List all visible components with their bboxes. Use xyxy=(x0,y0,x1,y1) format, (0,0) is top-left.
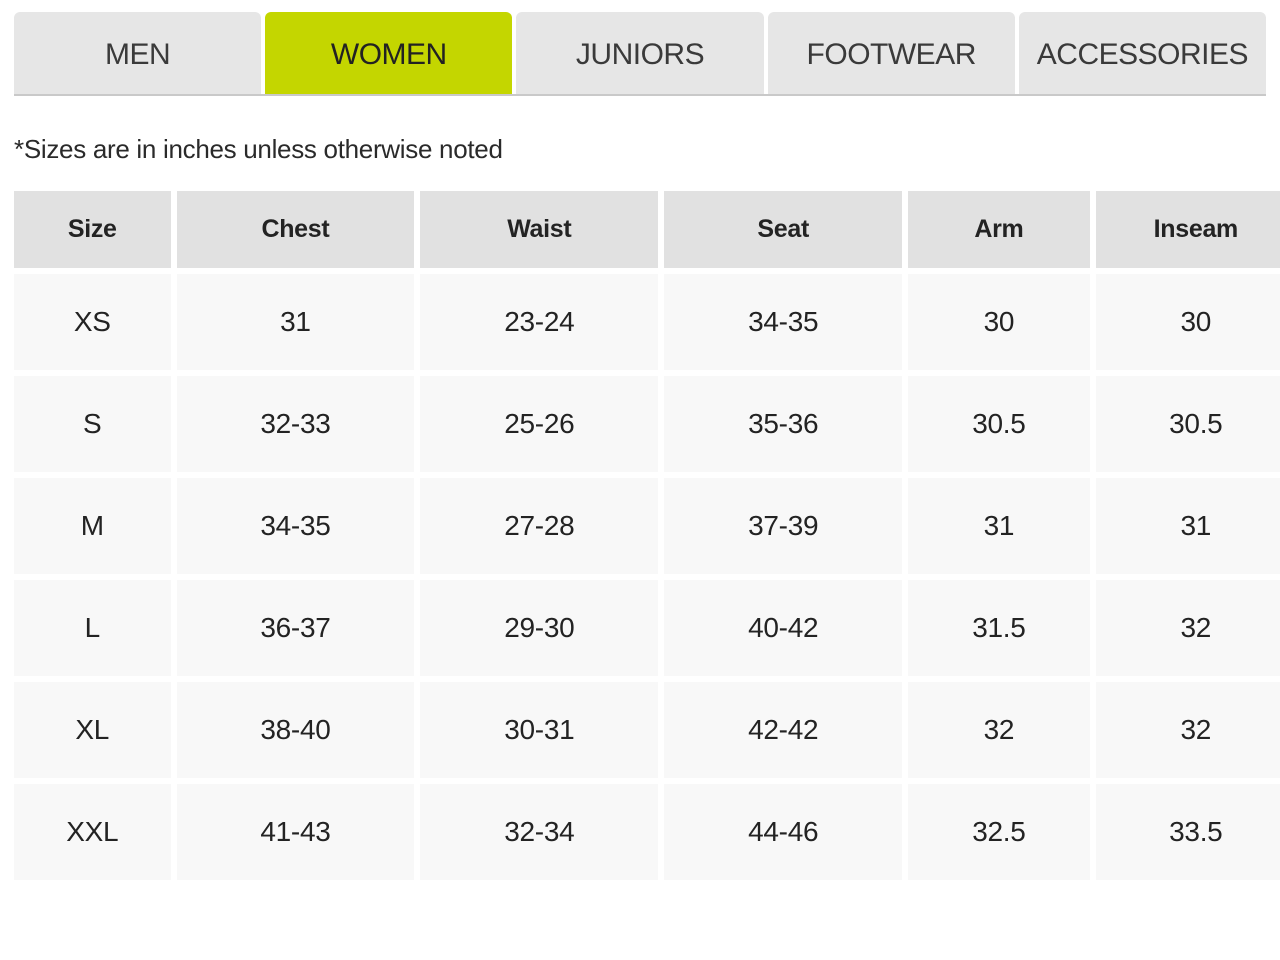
size-value: 30 xyxy=(1096,274,1280,370)
tab-women[interactable]: WOMEN xyxy=(265,12,512,94)
size-label: S xyxy=(14,376,171,472)
tab-juniors[interactable]: JUNIORS xyxy=(516,12,763,94)
size-value: 32 xyxy=(908,682,1090,778)
size-label: M xyxy=(14,478,171,574)
size-value: 32-33 xyxy=(177,376,415,472)
category-tabs: MENWOMENJUNIORSFOOTWEARACCESSORIES xyxy=(14,12,1266,96)
size-value: 42-42 xyxy=(664,682,902,778)
size-value: 41-43 xyxy=(177,784,415,880)
size-value: 33.5 xyxy=(1096,784,1280,880)
size-value: 34-35 xyxy=(177,478,415,574)
size-value: 36-37 xyxy=(177,580,415,676)
size-value: 25-26 xyxy=(420,376,658,472)
tab-accessories[interactable]: ACCESSORIES xyxy=(1019,12,1266,94)
size-value: 32.5 xyxy=(908,784,1090,880)
size-value: 30.5 xyxy=(1096,376,1280,472)
size-value: 35-36 xyxy=(664,376,902,472)
size-value: 32 xyxy=(1096,682,1280,778)
size-value: 32 xyxy=(1096,580,1280,676)
size-value: 29-30 xyxy=(420,580,658,676)
size-value: 30.5 xyxy=(908,376,1090,472)
size-label: L xyxy=(14,580,171,676)
size-value: 40-42 xyxy=(664,580,902,676)
col-header-inseam: Inseam xyxy=(1096,191,1280,268)
tab-men[interactable]: MEN xyxy=(14,12,261,94)
size-value: 31 xyxy=(908,478,1090,574)
size-value: 37-39 xyxy=(664,478,902,574)
col-header-waist: Waist xyxy=(420,191,658,268)
tab-footwear[interactable]: FOOTWEAR xyxy=(768,12,1015,94)
size-value: 38-40 xyxy=(177,682,415,778)
col-header-seat: Seat xyxy=(664,191,902,268)
size-label: XXL xyxy=(14,784,171,880)
size-chart-table: SizeChestWaistSeatArmInseamXS3123-2434-3… xyxy=(14,191,1266,880)
size-value: 44-46 xyxy=(664,784,902,880)
size-value: 30 xyxy=(908,274,1090,370)
col-header-chest: Chest xyxy=(177,191,415,268)
size-value: 27-28 xyxy=(420,478,658,574)
size-value: 31 xyxy=(177,274,415,370)
size-label: XS xyxy=(14,274,171,370)
col-header-arm: Arm xyxy=(908,191,1090,268)
size-value: 32-34 xyxy=(420,784,658,880)
size-value: 31 xyxy=(1096,478,1280,574)
col-header-size: Size xyxy=(14,191,171,268)
size-value: 23-24 xyxy=(420,274,658,370)
size-label: XL xyxy=(14,682,171,778)
size-value: 34-35 xyxy=(664,274,902,370)
size-value: 31.5 xyxy=(908,580,1090,676)
size-value: 30-31 xyxy=(420,682,658,778)
units-note: *Sizes are in inches unless otherwise no… xyxy=(14,134,1266,165)
